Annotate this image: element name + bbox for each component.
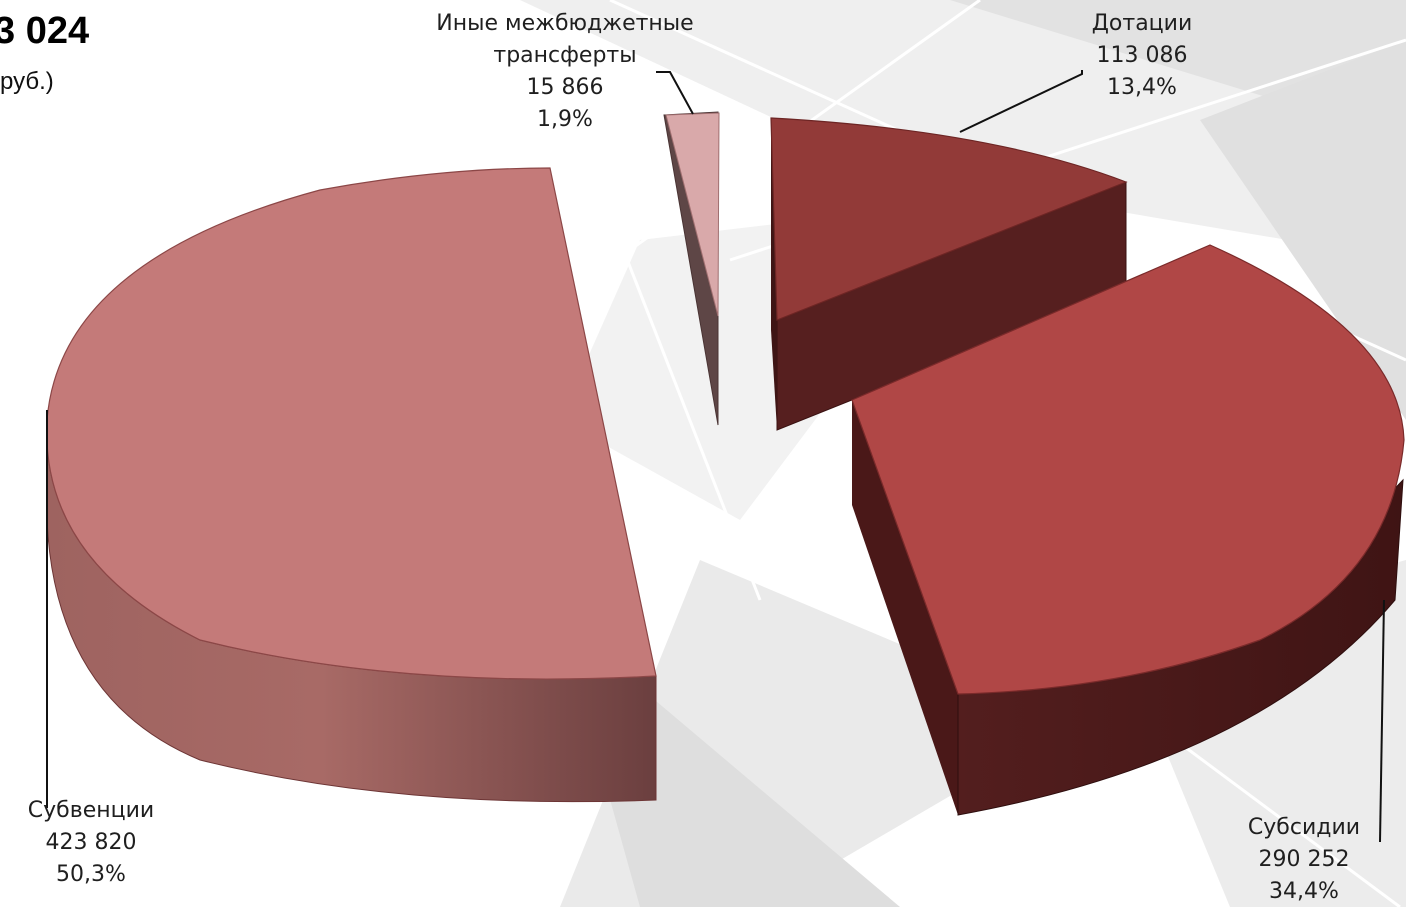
total-amount: 3 024	[0, 10, 90, 52]
leader-line-other	[656, 71, 694, 115]
label-dotatsii-value: 113 086	[1096, 43, 1188, 68]
leader-line-dotatsii	[959, 70, 1083, 133]
pie-slice-other-transfers	[663, 111, 720, 426]
label-subventsii-value: 423 820	[45, 830, 137, 855]
label-dotatsii-percent: 13,4%	[1107, 75, 1177, 100]
leader-lines	[46, 70, 1385, 843]
label-subsidii-name: Субсидии	[1247, 815, 1361, 840]
pie-slice-subsidii	[851, 244, 1405, 816]
label-other-value: 15 866	[526, 75, 604, 100]
label-subsidii-percent: 34,4%	[1269, 879, 1339, 904]
pie-slice-dotatsii	[770, 117, 1128, 431]
label-dotatsii-name: Дотации	[1091, 11, 1193, 36]
unit-label: руб.)	[0, 68, 54, 95]
label-dotatsii: Дотации 113 086 13,4%	[1062, 8, 1222, 104]
label-subsidii: Субсидии 290 252 34,4%	[1224, 812, 1384, 908]
label-other-percent: 1,9%	[537, 107, 593, 132]
pie-slice-subventsii	[46, 167, 657, 803]
label-subsidii-value: 290 252	[1258, 847, 1350, 872]
label-subventsii: Субвенции 423 820 50,3%	[6, 795, 176, 891]
label-other-transfers: Иные межбюджетные трансферты 15 866 1,9%	[405, 8, 725, 136]
leader-line-subsidii	[1379, 599, 1385, 843]
label-subventsii-percent: 50,3%	[56, 862, 126, 887]
label-other-name-2: трансферты	[493, 43, 637, 68]
label-subventsii-name: Субвенции	[27, 798, 155, 823]
label-other-name-1: Иные межбюджетные	[436, 11, 694, 36]
